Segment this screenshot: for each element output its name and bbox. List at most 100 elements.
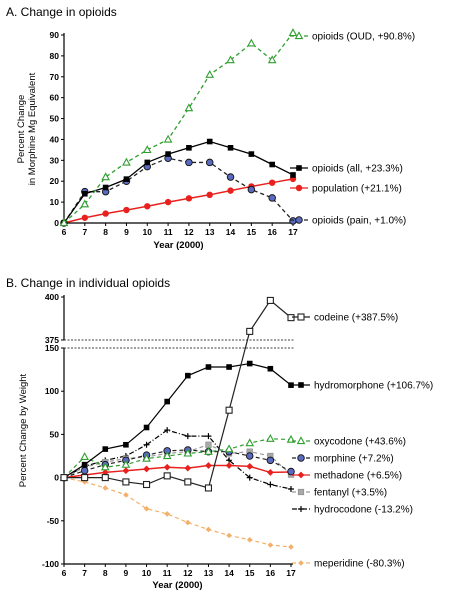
panel-b-series-5 [60, 441, 295, 481]
panel-a-y-tick-label: 60 [50, 93, 60, 103]
panel-a-data-point-shape [59, 218, 69, 227]
panel-b-data-point-shape [81, 474, 89, 482]
panel-a-data-point [269, 161, 275, 168]
panel-a-legend-swatch-marker [296, 165, 302, 171]
panel-a-x-tick-label: 11 [164, 227, 173, 237]
panel-a-data-point [206, 191, 213, 198]
panel-b-series-3 [60, 446, 295, 482]
panel-b-legend-swatch-marker [297, 471, 305, 479]
panel-b-legend-label: meperidine (-80.3%) [314, 559, 405, 570]
panel-a-data-point [247, 185, 256, 194]
panel-a-data-point-shape [144, 203, 151, 210]
panel-b-data-point [121, 459, 131, 468]
panel-b-x-tick-label: 12 [183, 568, 193, 578]
panel-a-series-line [63, 32, 294, 224]
panel-b-legend-label: fentanyl (+3.5%) [314, 488, 387, 499]
panel-b-data-point [185, 519, 191, 526]
panel-b-data-point-shape [267, 365, 274, 372]
panel-b-legend-swatch-marker [297, 454, 305, 462]
panel-b-series-1 [61, 360, 294, 481]
panel-a-data-point [123, 176, 130, 182]
panel-b-series-0 [60, 296, 295, 492]
panel-b-data-point [102, 485, 109, 491]
panel-b-data-point [205, 433, 212, 440]
panel-b-data-point-shape [205, 462, 212, 469]
panel-b-data-point-shape [224, 444, 234, 453]
panel-b-legend-item: fentanyl (+3.5%) [292, 488, 387, 499]
panel-b-data-point-shape [246, 360, 253, 367]
panel-b-data-point-shape [80, 452, 89, 461]
panel-a-data-point-shape [82, 190, 88, 197]
panel-a-y-tick-label: 90 [50, 30, 60, 40]
panel-b-data-point [123, 441, 129, 448]
panel-a-legend-swatch-marker [294, 31, 304, 40]
panel-a-legend-swatch-marker-shape [294, 31, 304, 40]
panel-b-data-point-shape [246, 462, 254, 470]
panel-b-data-point [101, 469, 109, 476]
panel-a-data-point [81, 214, 89, 221]
panel-a-data-point-shape [164, 198, 172, 206]
panel-b-data-point-shape [162, 451, 172, 460]
panel-b-data-point [225, 462, 233, 469]
panel-b-data-point-shape [81, 461, 88, 468]
panel-a-data-point-shape [289, 217, 297, 225]
panel-a-data-point-shape [102, 210, 109, 217]
panel-b-data-point [164, 427, 171, 434]
panel-a-data-point-shape [267, 55, 277, 64]
panel-b-data-point [267, 542, 274, 548]
panel-b-legend-swatch-marker-shape [298, 506, 304, 512]
panel-a-x-tick-label: 6 [62, 227, 67, 237]
panel-b-x-tick-label: 9 [124, 568, 129, 578]
panel-b-data-point [225, 406, 233, 414]
panel-b-legend-item: hydromorphone (+106.7%) [292, 381, 433, 392]
panel-b-data-point-shape [123, 441, 129, 448]
panel-b-data-point-shape [267, 542, 274, 548]
panel-a-y-tick-label: 30 [50, 155, 60, 165]
panel-a-data-point [165, 151, 171, 157]
panel-a-y-tick-label: 70 [50, 72, 60, 82]
panel-b-legend-item: meperidine (-80.3%) [292, 559, 405, 570]
panel-b-legend-swatch-marker-shape [297, 454, 305, 462]
panel-b-x-tick-label: 14 [224, 568, 234, 578]
panel-a-legend-swatch-marker-shape [295, 184, 303, 192]
panel-a-data-point [59, 218, 69, 227]
panel-b-data-point [226, 364, 232, 370]
panel-b-y-tick-label: -100 [42, 559, 59, 569]
panel-a-x-tick-label: 15 [247, 227, 257, 237]
panel-b-legend-item: hydrocodone (-13.2%) [292, 505, 413, 516]
panel-b-data-point [102, 446, 109, 452]
panel-a-x-tick-label: 14 [226, 227, 236, 237]
panel-b-data-point [266, 469, 274, 476]
panel-b-legend-swatch-marker-shape [297, 488, 305, 496]
panel-a-data-point-shape [205, 158, 214, 167]
panel-b-data-point [246, 360, 253, 367]
panel-b-data-point-shape [288, 544, 294, 550]
panel-a-data-point [288, 28, 298, 37]
panel-a-legend-label: opioids (all, +23.3%) [312, 164, 403, 175]
panel-b-series-line [63, 477, 292, 548]
panel-b-data-point-shape [266, 296, 274, 304]
panel-a-y-axis-label-line: in Morphine Mg Equivalent [27, 72, 38, 185]
panel-a-data-point-shape [288, 28, 298, 37]
panel-a-data-point [101, 172, 110, 181]
panel-b-data-point-shape [163, 472, 171, 480]
panel-b-data-point [81, 479, 88, 485]
panel-b-x-tick-label: 17 [286, 568, 296, 578]
panel-a-legend-item: population (+21.1%) [290, 184, 402, 195]
panel-a-data-point-shape [226, 55, 235, 64]
panel-b-legend-item: morphine (+7.2%) [292, 454, 394, 465]
panel-b-data-point-shape [246, 537, 253, 543]
panel-b-data-point-shape [102, 485, 109, 491]
panel-a-series-3 [60, 154, 297, 227]
panel-b-data-point [143, 441, 150, 448]
panel-b-data-point [205, 526, 212, 533]
panel-a-legend-swatch-marker [295, 184, 303, 192]
panel-b-series-7 [61, 474, 294, 550]
panel-a-y-tick-label: 20 [50, 176, 60, 186]
panel-a-data-point [205, 69, 215, 78]
panel-a-data-point-shape [205, 69, 215, 78]
panel-b-data-point-shape [204, 484, 213, 492]
panel-a-data-point-shape [247, 185, 256, 194]
panel-b-data-point-shape [142, 480, 151, 489]
panel-b-data-point-shape [121, 459, 131, 468]
